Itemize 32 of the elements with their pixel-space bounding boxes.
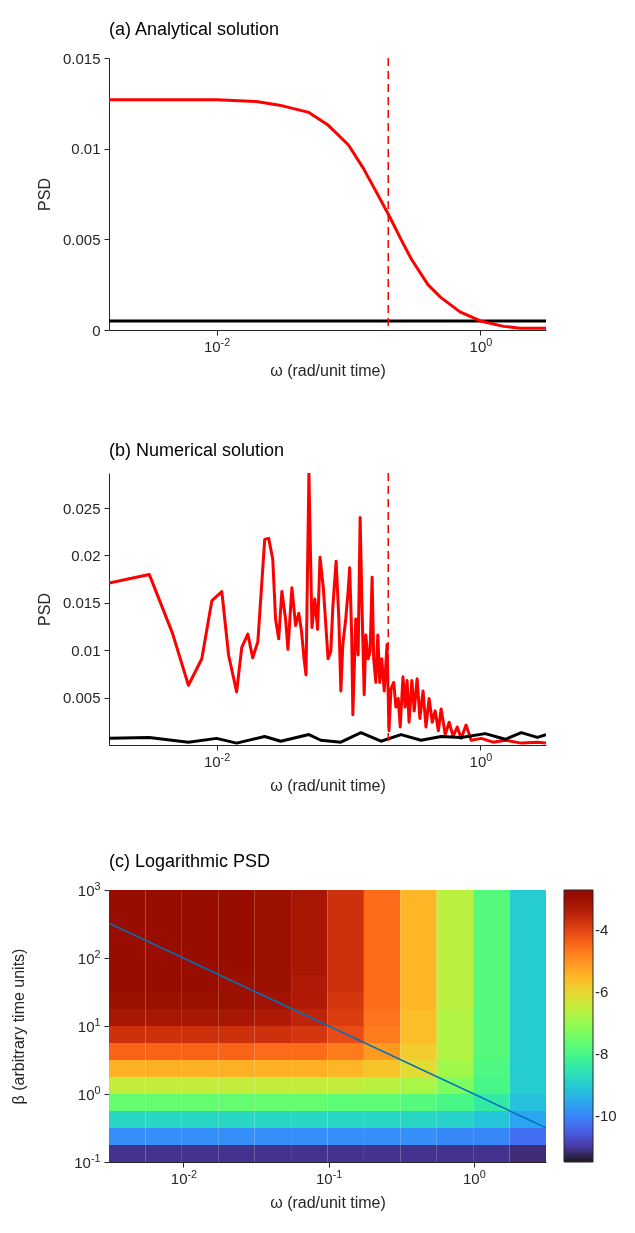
x-tick-label: 10$^{-2}$ <box>203 750 231 770</box>
y-tick-label: 0.01 <box>71 140 101 158</box>
x-axis-title: ω (rad/unit time) <box>270 1193 386 1211</box>
color-bar-label: -8 <box>595 1044 609 1062</box>
y-tick-label: 10$^{1}$ <box>77 1015 101 1035</box>
y-tick-label: 0.015 <box>62 594 101 612</box>
y-tick-label: 0 <box>92 321 101 339</box>
chart-title: (b) Numerical solution <box>109 440 285 461</box>
color-bar-label: -4 <box>595 921 609 939</box>
x-tick-label: 10$^{-1}$ <box>316 1167 343 1187</box>
x-tick-label: 10$^{-2}$ <box>203 335 231 355</box>
x-axis-title: ω (rad/unit time) <box>270 776 386 794</box>
y-tick-label: 10$^{0}$ <box>77 1083 101 1103</box>
y-tick-label: 0.01 <box>71 641 101 659</box>
y-axis-title: PSD <box>35 593 53 626</box>
chart-title: (c) Logarithmic PSD <box>109 851 271 871</box>
y-axis-title: PSD <box>35 178 53 211</box>
x-tick-label: 10$^{-2}$ <box>170 1167 198 1187</box>
y-tick-label: 0.005 <box>62 230 101 248</box>
y-tick-label: 10$^{2}$ <box>77 947 101 967</box>
chart-title: (a) Analytical solution <box>109 19 280 39</box>
y-axis-title: β (arbitrary time units) <box>9 948 27 1105</box>
y-tick-label: 10$^{-1}$ <box>74 1151 101 1171</box>
y-tick-label: 0.02 <box>71 546 101 564</box>
y-tick-label: 0.015 <box>62 49 101 67</box>
y-tick-label: 0.005 <box>62 689 101 707</box>
x-tick-label: 10$^{0}$ <box>463 1167 486 1187</box>
color-bar-label: -10 <box>595 1106 617 1124</box>
y-tick-label: 0.025 <box>62 499 101 517</box>
y-tick-label: 10$^{3}$ <box>77 879 101 899</box>
x-axis-title: ω (rad/unit time) <box>270 361 386 379</box>
color-bar-label: -6 <box>595 983 609 1000</box>
